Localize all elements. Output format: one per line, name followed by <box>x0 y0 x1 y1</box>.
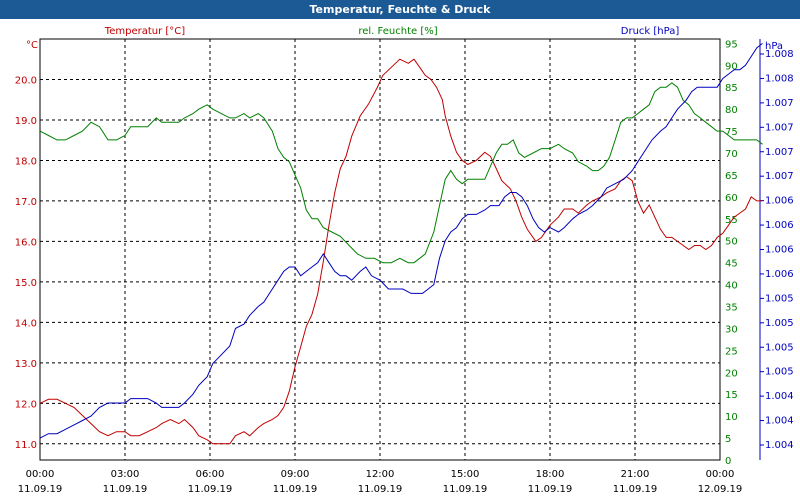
temperature-line <box>39 58 763 445</box>
temperature-tick-label: 13.0 <box>15 359 37 370</box>
temperature-tick-label: 18.0 <box>15 156 37 167</box>
pressure-line <box>39 43 763 439</box>
temperature-tick-label: 15.0 <box>15 278 37 289</box>
pressure-tick-label: 1.006 <box>765 220 794 231</box>
x-tick-time-label: 09:00 <box>281 469 310 480</box>
humidity-tick-label: 35 <box>725 303 738 314</box>
temperature-tick-label: 14.0 <box>15 318 37 329</box>
x-tick-time-label: 18:00 <box>536 469 565 480</box>
pressure-tick-label: 1.005 <box>765 367 794 378</box>
pressure-tick-label: 1.004 <box>765 416 794 427</box>
humidity-tick-label: 50 <box>725 237 738 248</box>
temperature-tick-label: 12.0 <box>15 399 37 410</box>
x-tick-date-label: 11.09.19 <box>443 484 488 495</box>
humidity-tick-label: 10 <box>725 412 738 423</box>
x-tick-date-label: 11.09.19 <box>528 484 573 495</box>
humidity-tick-label: 25 <box>725 346 738 357</box>
pressure-tick-label: 1.007 <box>765 122 794 133</box>
pressure-tick-label: 1.005 <box>765 293 794 304</box>
temperature-tick-label: 19.0 <box>15 116 37 127</box>
pressure-tick-label: 1.005 <box>765 342 794 353</box>
humidity-axis-title: rel. Feuchte [%] <box>358 26 437 37</box>
humidity-tick-label: 5 <box>725 434 731 445</box>
pressure-tick-label: 1.004 <box>765 391 794 402</box>
pressure-tick-label: 1.006 <box>765 269 794 280</box>
chart-title: Temperatur, Feuchte & Druck <box>0 0 800 19</box>
temperature-tick-label: 11.0 <box>15 440 37 451</box>
x-tick-date-label: 11.09.19 <box>613 484 658 495</box>
temperature-unit-label: °C <box>26 40 38 51</box>
humidity-tick-label: 65 <box>725 171 738 182</box>
pressure-tick-label: 1.007 <box>765 98 794 109</box>
humidity-tick-label: 60 <box>725 193 738 204</box>
x-tick-date-label: 11.09.19 <box>273 484 318 495</box>
x-tick-time-label: 03:00 <box>111 469 140 480</box>
x-tick-date-label: 11.09.19 <box>188 484 233 495</box>
temperature-tick-label: 17.0 <box>15 197 37 208</box>
x-tick-time-label: 00:00 <box>26 469 55 480</box>
humidity-tick-label: 80 <box>725 105 738 116</box>
pressure-tick-label: 1.006 <box>765 196 794 207</box>
humidity-tick-label: 30 <box>725 324 738 335</box>
humidity-tick-label: 95 <box>725 39 738 50</box>
humidity-line <box>39 82 763 264</box>
temperature-axis-title: Temperatur [°C] <box>104 26 185 37</box>
humidity-tick-label: 85 <box>725 83 738 94</box>
humidity-tick-label: 0 <box>725 456 731 467</box>
humidity-tick-label: 75 <box>725 127 738 138</box>
x-tick-date-label: 11.09.19 <box>18 484 63 495</box>
humidity-tick-label: 45 <box>725 259 738 270</box>
pressure-tick-label: 1.008 <box>765 73 794 84</box>
humidity-tick-label: 20 <box>725 368 738 379</box>
x-tick-time-label: 15:00 <box>451 469 480 480</box>
humidity-tick-label: 40 <box>725 281 738 292</box>
humidity-tick-label: 70 <box>725 149 738 160</box>
pressure-tick-label: 1.005 <box>765 318 794 329</box>
pressure-tick-label: 1.007 <box>765 171 794 182</box>
temperature-tick-label: 16.0 <box>15 237 37 248</box>
pressure-tick-label: 1.007 <box>765 147 794 158</box>
x-tick-time-label: 00:00 <box>706 469 735 480</box>
x-tick-date-label: 12.09.19 <box>698 484 743 495</box>
x-tick-time-label: 21:00 <box>621 469 650 480</box>
x-tick-time-label: 12:00 <box>366 469 395 480</box>
pressure-tick-label: 1.006 <box>765 245 794 256</box>
pressure-unit-label: hPa <box>765 41 783 52</box>
x-tick-date-label: 11.09.19 <box>358 484 403 495</box>
humidity-tick-label: 15 <box>725 390 738 401</box>
humidity-tick-label: 90 <box>725 61 738 72</box>
x-tick-time-label: 06:00 <box>196 469 225 480</box>
temperature-tick-label: 20.0 <box>15 75 37 86</box>
pressure-axis-title: Druck [hPa] <box>621 26 680 37</box>
pressure-tick-label: 1.008 <box>765 49 794 60</box>
x-tick-date-label: 11.09.19 <box>103 484 148 495</box>
pressure-tick-label: 1.004 <box>765 440 794 451</box>
